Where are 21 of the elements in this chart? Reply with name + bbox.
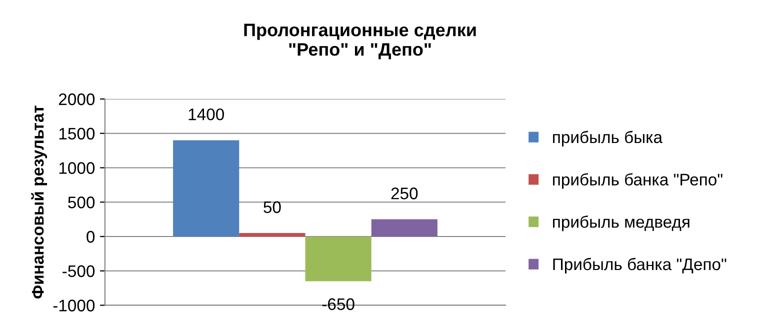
y-tick-label: 500 [68, 196, 95, 208]
bar [371, 219, 438, 236]
bar [173, 140, 240, 236]
legend-label: прибыль быка [553, 130, 663, 146]
y-tick-label: 2000 [58, 93, 95, 106]
y-axis-title: Финансовый результат [31, 106, 48, 299]
legend-label: Прибыль банка "Депо" [553, 258, 726, 274]
y-tick-label: -500 [62, 265, 95, 278]
y-tick-label: 0 [86, 230, 95, 243]
legend-label: прибыль медведя [553, 215, 690, 232]
y-tick-label: -1000 [53, 300, 95, 312]
chart-title: Пролонгационные сделки "Репо" и "Депо" [244, 24, 476, 60]
y-tick-label: 1000 [59, 162, 95, 174]
y-tick-label: 1500 [59, 128, 95, 140]
legend-label: прибыль банка "Репо" [553, 173, 722, 189]
data-label: -650 [322, 298, 354, 310]
data-label: 1400 [188, 108, 224, 120]
bar [305, 236, 372, 282]
data-label: 50 [264, 201, 281, 214]
bar [239, 233, 306, 236]
data-label: 250 [391, 188, 418, 200]
